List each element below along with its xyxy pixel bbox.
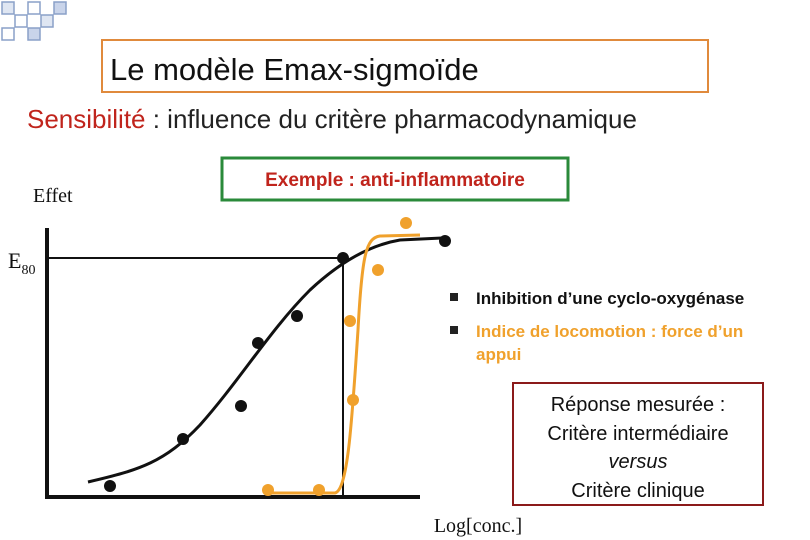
x-label: Log[conc.]: [434, 515, 522, 537]
box-line: Critère intermédiaire: [547, 423, 728, 445]
black-points: [104, 235, 451, 492]
box-line: versus: [609, 451, 668, 473]
bullet-text: appui: [476, 345, 521, 364]
y-label: Effet: [33, 185, 73, 207]
example-box: [220, 156, 570, 202]
bullet: [450, 326, 458, 334]
box-line: Critère clinique: [571, 480, 704, 502]
e80: E80: [8, 248, 35, 278]
orange-points: [262, 217, 412, 496]
e80-letter: E: [8, 248, 21, 273]
bullet: [450, 293, 458, 301]
subtitle-rest: : influence du critère pharmacodynamique: [146, 104, 637, 134]
decoration: [1, 1, 67, 41]
e80-guides: [47, 257, 344, 497]
title-box: [101, 39, 709, 93]
subtitle: Sensibilité : influence du critère pharm…: [27, 104, 637, 134]
title: Le modèle Emax-sigmoïde: [110, 52, 479, 87]
box-line: Réponse mesurée :: [551, 394, 726, 416]
example: Exemple : anti-inflammatoire: [265, 170, 525, 191]
e80-sub: 80: [21, 263, 35, 278]
orange-curve: [265, 233, 421, 495]
response-box: [512, 382, 764, 506]
black-curve: [87, 236, 443, 484]
bullet-text: Indice de locomotion : force d’un: [476, 322, 743, 341]
subtitle-highlight: Sensibilité: [27, 104, 146, 134]
axes: [45, 228, 420, 499]
bullet-text: Inhibition d’une cyclo-oxygénase: [476, 289, 744, 308]
